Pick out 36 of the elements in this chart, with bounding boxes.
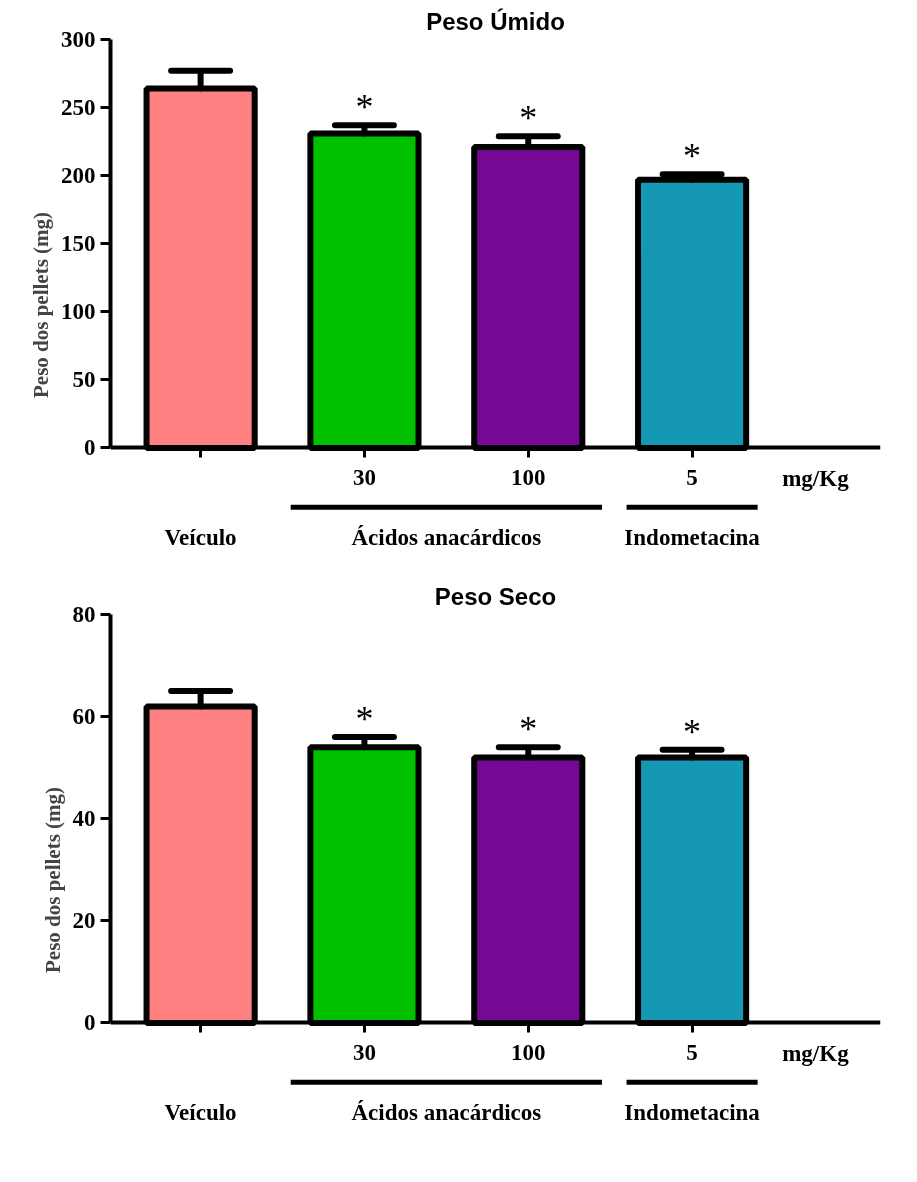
y-tick-label: 0 xyxy=(84,1010,96,1036)
y-tick-label: 250 xyxy=(61,95,96,121)
x-tick-label: 5 xyxy=(686,464,698,490)
y-tick-label: 100 xyxy=(61,299,96,325)
text: mg/Kg xyxy=(782,1041,850,1067)
annotation: * xyxy=(355,87,374,128)
y-axis-title: Peso dos pellets (mg) xyxy=(29,211,53,399)
chart-title: Peso Seco xyxy=(434,582,557,610)
y-tick-label: 300 xyxy=(61,27,96,52)
y-tick-label: 60 xyxy=(72,704,96,730)
text: Ácidos anacárdicos xyxy=(351,525,542,551)
y-tick-label: 20 xyxy=(72,908,96,934)
y-tick-label: 0 xyxy=(84,435,96,461)
text: Veículo xyxy=(164,525,237,551)
x-tick-label: 30 xyxy=(352,1039,376,1065)
annotation: * xyxy=(355,699,374,740)
x-tick-label: 100 xyxy=(511,1039,546,1065)
y-tick-label: 80 xyxy=(72,602,96,627)
x-tick-label: 100 xyxy=(511,464,546,490)
y-axis-title: Peso dos pellets (mg) xyxy=(40,786,65,974)
x-tick-label: 30 xyxy=(352,464,376,490)
text: mg/Kg xyxy=(782,466,850,492)
y-tick-label: 40 xyxy=(72,806,96,832)
text: Indometacina xyxy=(624,1100,761,1126)
x-tick-label: 5 xyxy=(686,1039,698,1065)
y-tick-label: 150 xyxy=(61,231,96,257)
annotation: * xyxy=(519,709,538,750)
annotation: * xyxy=(519,98,538,139)
text: Indometacina xyxy=(624,525,761,551)
y-tick-label: 50 xyxy=(72,367,96,393)
annotation: * xyxy=(683,136,702,177)
chart-title: Peso Úmido xyxy=(426,7,565,35)
text: Veículo xyxy=(164,1100,237,1126)
y-tick-label: 200 xyxy=(61,163,96,189)
text: Ácidos anacárdicos xyxy=(351,1100,542,1126)
annotation: * xyxy=(683,711,702,752)
